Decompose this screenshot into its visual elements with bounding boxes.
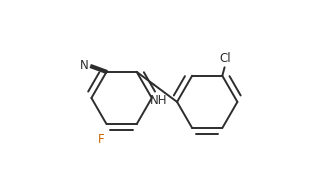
Text: N: N [80, 59, 89, 72]
Text: NH: NH [150, 94, 168, 107]
Text: Cl: Cl [220, 52, 231, 65]
Text: F: F [98, 133, 105, 146]
